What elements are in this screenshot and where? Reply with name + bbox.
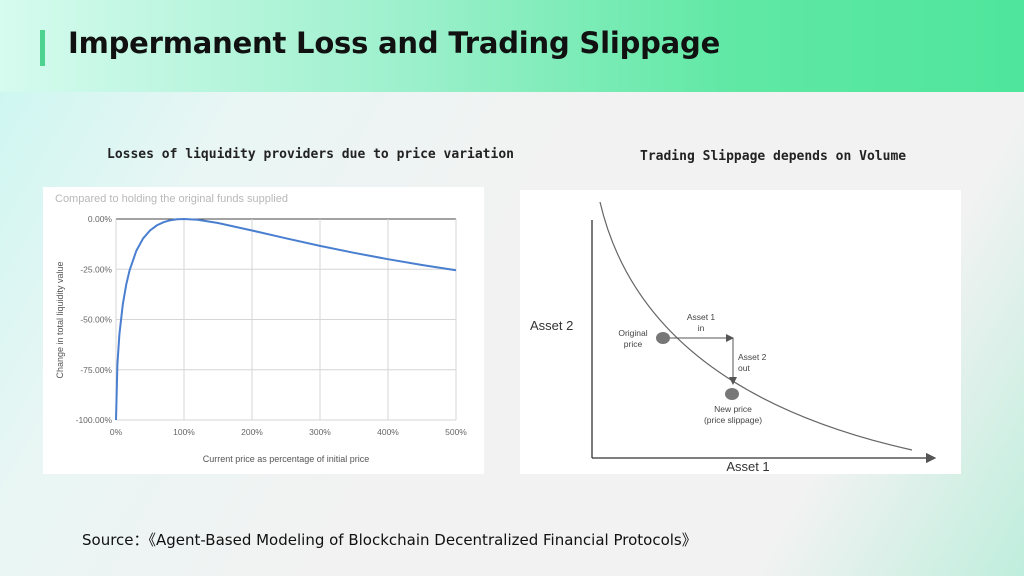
y-tick-label: -25.00% <box>80 264 112 274</box>
header-band: Impermanent Loss and Trading Slippage <box>0 0 1024 92</box>
x-tick-label: 0% <box>110 427 123 437</box>
slide-title: Impermanent Loss and Trading Slippage <box>68 26 721 60</box>
y-tick-label: 0.00% <box>88 214 113 224</box>
left-chart-heading: Losses of liquidity providers due to pri… <box>107 147 514 162</box>
x-tick-label: 100% <box>173 427 195 437</box>
y-tick-label: -75.00% <box>80 365 112 375</box>
asset2-out-label: Asset 2 out <box>738 352 767 373</box>
right-chart-heading: Trading Slippage depends on Volume <box>640 149 907 164</box>
bonding-curve <box>599 201 913 451</box>
source-citation: Source：《Agent-Based Modeling of Blockcha… <box>82 531 697 549</box>
title-accent-bar <box>40 30 45 66</box>
impermanent-loss-series-line <box>115 217 457 421</box>
asset1-in-label: Asset 1 in <box>687 312 716 333</box>
x-tick-label: 200% <box>241 427 263 437</box>
slippage-diagram-panel: Asset 2 Asset 1 Original price Asset 1 in As… <box>520 190 961 474</box>
y-tick-label: -100.00% <box>76 415 113 425</box>
y-axis-label: Change in total liquidity value <box>55 261 65 378</box>
chart-subtitle: Compared to holding the original funds s… <box>55 193 288 205</box>
new-price-label: New price (price slippage) <box>704 404 762 425</box>
original-price-label: Original price <box>618 328 647 349</box>
x-tick-label: 500% <box>445 427 467 437</box>
y-tick-label: -50.00% <box>80 315 112 325</box>
x-tick-label: 400% <box>377 427 399 437</box>
original-price-point <box>656 332 670 344</box>
impermanent-loss-chart-panel: Compared to holding the original funds s… <box>43 187 484 474</box>
new-price-point <box>725 388 739 400</box>
asset1-axis-label: Asset 1 <box>726 459 769 474</box>
slippage-diagram: Asset 2 Asset 1 Original price Asset 1 in As… <box>530 201 937 474</box>
asset2-axis-label: Asset 2 <box>530 318 573 333</box>
impermanent-loss-chart: Compared to holding the original funds s… <box>55 193 467 464</box>
x-tick-label: 300% <box>309 427 331 437</box>
x-axis-label: Current price as percentage of initial p… <box>203 454 370 464</box>
